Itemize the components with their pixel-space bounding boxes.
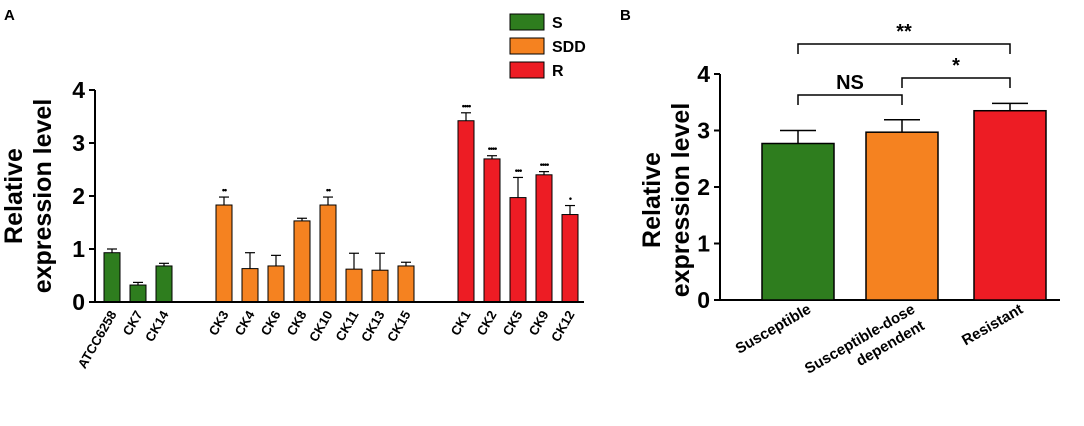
y-axis-title: Relativeexpression level [638, 103, 695, 298]
x-tick-label: CK5 [500, 308, 526, 338]
legend-label-S: S [552, 15, 563, 32]
x-tick-label: CK12 [548, 308, 578, 344]
x-tick-label: CK1 [448, 308, 474, 338]
x-tick-label-line: Susceptible [733, 301, 814, 358]
panel-b-label: B [620, 7, 631, 24]
significance-mark: •• [326, 185, 331, 195]
significance-mark: ••• [515, 165, 522, 175]
significance-mark: •••• [462, 101, 471, 111]
bar-SDD [865, 131, 939, 301]
x-tick-label: CK13 [358, 308, 388, 344]
bar-CK6 [267, 265, 285, 303]
y-tick-label: 1 [697, 231, 710, 257]
x-tick-label: CK9 [526, 308, 552, 338]
bar-CK3 [215, 204, 233, 303]
significance-mark: • [569, 194, 572, 204]
x-tick-label: CK14 [142, 307, 172, 344]
bar-CK8 [293, 220, 311, 303]
bar-CK10 [319, 204, 337, 303]
panel-a-label: A [4, 7, 15, 24]
y-tick-label: 3 [72, 130, 85, 156]
x-tick-label: CK11 [332, 308, 361, 344]
significance-mark: •• [222, 185, 227, 195]
x-tick-label: CK3 [206, 308, 232, 338]
y-tick-label: 1 [72, 236, 85, 262]
x-tick-label: ATCC6258 [75, 308, 120, 371]
legend-swatch-S [509, 13, 545, 31]
bar-CK5 [509, 197, 527, 303]
bar-CK14 [155, 265, 173, 303]
bar-CK2 [483, 158, 501, 303]
comparison-label: * [952, 55, 960, 77]
legend-label-SDD: SDD [552, 39, 586, 56]
bar-CK11 [345, 268, 363, 303]
bar-CK12 [561, 214, 579, 303]
x-tick-label: CK7 [120, 308, 146, 338]
significance-mark: •••• [540, 160, 549, 170]
comparison-label: NS [836, 72, 864, 94]
x-tick-label: CK10 [306, 308, 336, 344]
y-axis-title-line: Relative [638, 152, 666, 248]
y-tick-label: 0 [697, 287, 710, 313]
chart-a: 0 1 2 3 4 Relativeexpression level ATCC6258 CK7… [0, 13, 586, 371]
bar-R [973, 109, 1047, 301]
y-tick-label: 3 [697, 118, 710, 144]
x-tick-label: CK8 [284, 308, 310, 338]
y-tick-label: 2 [72, 183, 85, 209]
x-tick-label: Resistant [959, 301, 1026, 349]
bar-CK15 [397, 265, 415, 303]
significance-mark: •••• [488, 144, 497, 154]
x-tick-label: Susceptible [733, 301, 814, 358]
comparison-bracket [901, 77, 1011, 88]
bar-CK4 [241, 268, 259, 303]
x-tick-label-line: Resistant [959, 301, 1026, 349]
comparison-label: ** [896, 21, 912, 43]
comparison-bracket [797, 94, 903, 105]
x-tick-label: Susceptible-dosedependent [802, 301, 928, 394]
x-tick-label: CK2 [474, 308, 500, 338]
y-axis-title-line: expression level [667, 103, 695, 298]
bar-S [761, 142, 835, 301]
y-axis-title-line: Relative [0, 148, 28, 244]
bar-CK1 [457, 120, 475, 303]
y-tick-label: 4 [72, 77, 85, 103]
y-tick-label: 2 [697, 174, 710, 200]
y-axis-title-line: expression level [29, 99, 57, 294]
bar-CK9 [535, 174, 553, 303]
legend-swatch-SDD [509, 37, 545, 55]
y-axis-title: Relativeexpression level [0, 99, 57, 294]
bar-CK13 [371, 269, 389, 303]
x-tick-label: CK6 [258, 308, 284, 338]
x-tick-label: CK15 [384, 308, 414, 344]
y-tick-label: 0 [72, 289, 85, 315]
comparison-bracket [797, 43, 1011, 54]
legend-swatch-R [509, 61, 545, 79]
y-tick-label: 4 [697, 61, 710, 87]
x-tick-label: CK4 [232, 307, 258, 338]
bar-ATCC6258 [103, 252, 121, 303]
legend-label-R: R [552, 63, 564, 80]
bar-CK7 [129, 284, 147, 303]
